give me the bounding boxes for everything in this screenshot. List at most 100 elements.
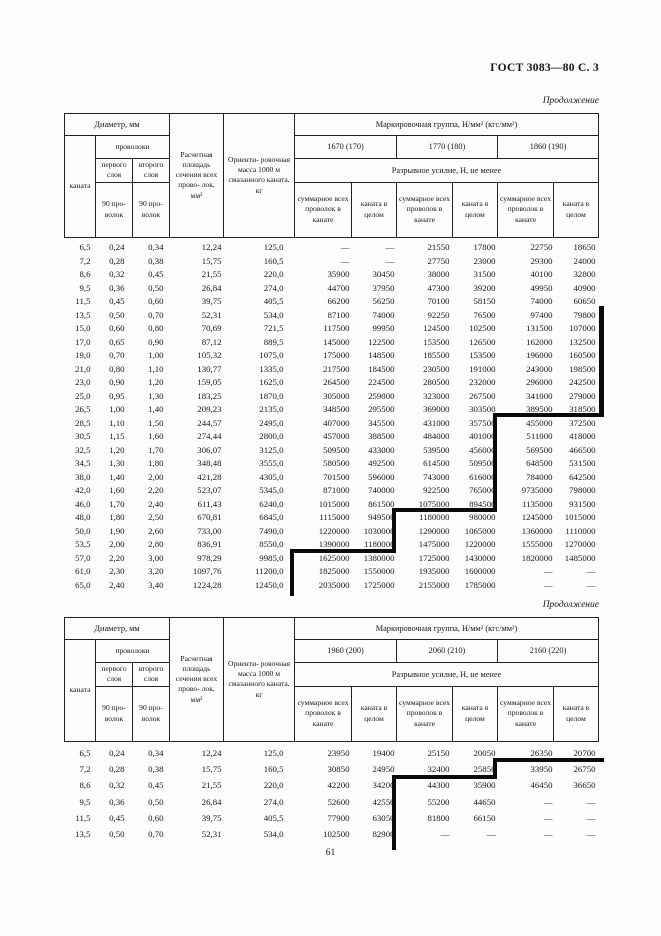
col-header-whole-2: каната в целом <box>452 181 498 238</box>
cell: 153500 <box>423 336 450 347</box>
cell: 0,45 <box>148 269 164 280</box>
cell: 274,0 <box>263 796 284 807</box>
cell: 185500 <box>423 350 450 361</box>
cell: — <box>586 566 596 577</box>
cell: 6240,0 <box>259 498 284 509</box>
cell: 1725000 <box>363 579 395 590</box>
cell: 0,24 <box>109 747 125 758</box>
cell: — <box>486 829 496 840</box>
table-row: 8,6 0,32 0,45 21,55 220,0 42200 34200 44300 3590… <box>65 777 599 793</box>
table-row: 65,0 2,40 3,40 1224,28 12450,0 2035000 1725000… <box>65 578 599 592</box>
table-row: 61,0 2,30 3,20 1097,76 11200,0 1825000 1550000… <box>65 565 599 579</box>
cell: 65,0 <box>75 579 91 590</box>
table-row: 53,5 2,00 2,80 836,91 8550,0 1390000 1180000 14… <box>65 538 599 552</box>
table-row: 15,0 0,60 0,80 70,69 721,5 117500 99950 124500 1… <box>65 322 599 336</box>
table-row: 8,6 0,32 0,45 21,55 220,0 35900 30450 38000 3150… <box>65 268 599 282</box>
cell: 8,6 <box>79 269 91 280</box>
cell: 20700 <box>573 747 596 758</box>
cell: 77900 <box>327 812 350 823</box>
cell: 3,20 <box>148 566 164 577</box>
cell: 1,20 <box>109 444 125 455</box>
cell: 1,15 <box>109 431 125 442</box>
cell: 0,60 <box>148 812 164 823</box>
cell: 433000 <box>368 444 395 455</box>
cell: — <box>543 566 553 577</box>
cell: 13,5 <box>75 829 91 840</box>
change-mark-step <box>493 413 497 512</box>
cell: 24000 <box>573 255 596 266</box>
cell: 117500 <box>323 323 350 334</box>
cell: 81800 <box>427 812 450 823</box>
cell: 1015000 <box>318 498 350 509</box>
cell: 58150 <box>473 296 496 307</box>
cell: 303500 <box>469 404 496 415</box>
cell: 53,5 <box>75 539 91 550</box>
cell: 19,0 <box>75 350 91 361</box>
cell: 2,30 <box>109 566 125 577</box>
col-header-wires: проволоки <box>95 639 170 663</box>
col-header-sum-3: суммарное всех проволок в канате <box>497 181 554 238</box>
cell: 29300 <box>530 255 553 266</box>
cell: 721,5 <box>263 323 284 334</box>
cell: 1,10 <box>148 363 164 374</box>
cell: 0,50 <box>109 829 125 840</box>
table-row: 17,0 0,65 0,90 87,12 889,5 145000 122500 153500… <box>65 335 599 349</box>
cell: 596000 <box>368 471 395 482</box>
col-header-first-layer: первого слоя <box>95 158 133 183</box>
continuation-label-2: Продолжение <box>542 600 599 610</box>
cell: 1935000 <box>418 566 450 577</box>
cell: 0,65 <box>109 336 125 347</box>
cell: 42550 <box>372 796 395 807</box>
cell: 0,34 <box>148 242 164 253</box>
cell: 21,55 <box>201 269 222 280</box>
cell: 418000 <box>569 431 596 442</box>
cell: 765000 <box>469 485 496 496</box>
cell: — <box>586 579 596 590</box>
cell: 931500 <box>569 498 596 509</box>
change-mark-step <box>493 413 604 417</box>
cell: 30450 <box>372 269 395 280</box>
cell: 405,5 <box>263 812 284 823</box>
table-row: 9,5 0,36 0,50 26,84 274,0 52600 42550 55200 4465… <box>65 793 599 809</box>
cell: 372500 <box>569 417 596 428</box>
table-row: 26,5 1,00 1,40 209,23 2135,0 348500 295500 3690… <box>65 403 599 417</box>
cell: 184500 <box>368 363 395 374</box>
cell: 44650 <box>473 796 496 807</box>
cell: 36650 <box>573 780 596 791</box>
cell: 922500 <box>423 485 450 496</box>
cell: 66150 <box>473 812 496 823</box>
col-header-area: Расчетная площадь сечения всех прово- ло… <box>169 113 224 238</box>
cell: 23000 <box>473 255 496 266</box>
table-row: 25,0 0,95 1,30 183,25 1870,0 305000 259000 3230… <box>65 389 599 403</box>
table-row: 23,0 0,90 1,20 159,05 1625,0 264500 224500 2805… <box>65 376 599 390</box>
cell: 26350 <box>530 747 553 758</box>
table-row: 38,0 1,40 2,00 421,28 4305,0 701500 596000 7430… <box>65 470 599 484</box>
cell: 145000 <box>323 336 350 347</box>
cell: 38000 <box>427 269 450 280</box>
cell: 798000 <box>569 485 596 496</box>
cell: 274,44 <box>197 431 222 442</box>
cell: 25850 <box>473 763 496 774</box>
cell: 7490,0 <box>259 525 284 536</box>
cell: 6845,0 <box>259 512 284 523</box>
cell: 1,50 <box>148 417 164 428</box>
cell: 1,60 <box>148 431 164 442</box>
cell: 1550000 <box>363 566 395 577</box>
col-header-group-3: 1860 (190) <box>496 135 600 159</box>
cell: 1,70 <box>109 498 125 509</box>
cell: 1220000 <box>464 539 496 550</box>
cell: 569500 <box>526 444 553 455</box>
cell: 1,00 <box>109 404 125 415</box>
table-row: 28,5 1,10 1,50 244,57 2495,0 407000 345500 4310… <box>65 416 599 430</box>
cell: 348,48 <box>197 458 222 469</box>
change-mark-step <box>392 508 396 553</box>
change-mark-step <box>493 758 604 762</box>
col-header-whole-3: каната в целом <box>552 685 600 742</box>
cell: 296000 <box>526 377 553 388</box>
cell: 99950 <box>372 323 395 334</box>
cell: 70,69 <box>201 323 222 334</box>
col-header-sum-2: суммарное всех проволок в канате <box>396 685 453 742</box>
cell: 1015000 <box>564 512 596 523</box>
change-mark-step <box>290 549 294 596</box>
